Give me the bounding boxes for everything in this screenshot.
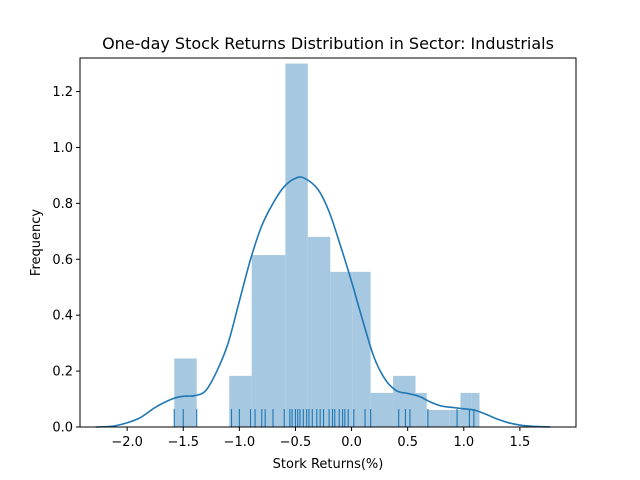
y-tick-label: 1.0 — [52, 141, 73, 156]
histogram-bar — [393, 375, 416, 427]
x-tick-label: 1.0 — [453, 435, 474, 450]
histogram-bar — [415, 392, 427, 427]
x-tick-label: −0.5 — [280, 435, 312, 450]
plot-frame — [79, 57, 577, 428]
x-tick-label: −1.0 — [224, 435, 256, 450]
y-tick-label: 0.8 — [52, 197, 73, 212]
x-axis: −2.0 −1.5 −1.0 −0.5 0.0 0.5 1.0 1.5 — [111, 427, 530, 450]
histogram-bar — [460, 392, 472, 427]
histogram-bar — [352, 271, 371, 427]
y-tick-label: 0.4 — [52, 309, 73, 324]
histogram-bars — [174, 63, 480, 427]
kde-line — [95, 176, 551, 428]
histogram-bar — [370, 392, 394, 427]
histogram-bar — [251, 255, 286, 427]
histogram-bar — [330, 271, 353, 427]
x-tick-label: 0.5 — [397, 435, 418, 450]
chart-title: One-day Stock Returns Distribution in Se… — [102, 34, 554, 53]
x-axis-title: Stork Returns(%) — [273, 457, 384, 472]
y-axis: 0.0 0.2 0.4 0.6 0.8 1.0 1.2 — [52, 85, 80, 436]
y-tick-label: 0.0 — [52, 421, 73, 436]
histogram-bar — [426, 409, 450, 427]
histogram-bar — [449, 409, 461, 427]
x-tick-label: 0.0 — [341, 435, 362, 450]
x-tick-label: −1.5 — [167, 435, 199, 450]
x-tick-label: −2.0 — [111, 435, 143, 450]
x-tick-label: 1.5 — [510, 435, 531, 450]
histogram-bar — [174, 358, 197, 427]
histogram-bar — [307, 236, 331, 427]
histogram-bar — [229, 375, 252, 427]
y-tick-label: 1.2 — [52, 85, 73, 100]
y-tick-label: 0.6 — [52, 253, 73, 268]
histogram-bar — [285, 63, 308, 427]
y-tick-label: 0.2 — [52, 365, 73, 380]
y-axis-title: Frequency — [29, 209, 44, 276]
rug-marks — [173, 409, 475, 427]
